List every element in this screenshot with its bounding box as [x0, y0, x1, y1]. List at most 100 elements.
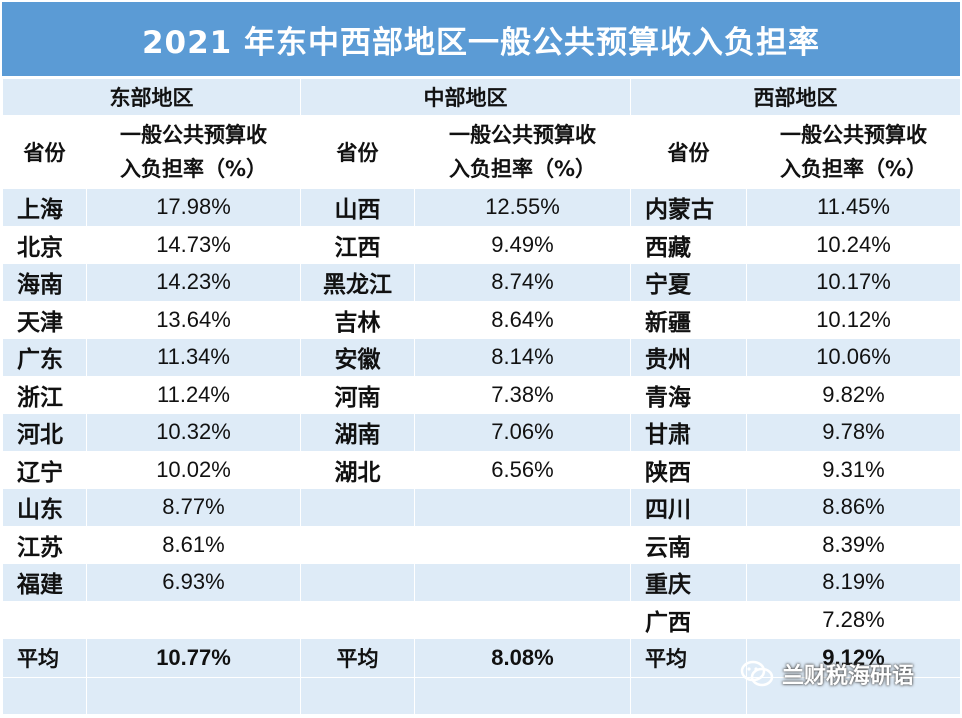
west-province-cell: 宁夏 — [630, 263, 747, 302]
central-province-cell — [300, 488, 415, 527]
table-row: 江苏 8.61% 云南 8.39% — [2, 525, 961, 564]
metric-header-line2: 入负担率（%） — [448, 157, 597, 181]
west-rate-cell: 9.31% — [746, 450, 961, 489]
east-province-cell: 辽宁 — [2, 450, 87, 489]
west-province-cell: 甘肃 — [630, 413, 747, 452]
empty-cell — [300, 677, 415, 715]
east-average-label: 平均 — [2, 638, 87, 678]
east-province-cell: 上海 — [2, 188, 87, 227]
east-rate-cell: 8.61% — [86, 525, 301, 564]
table-row: 河北 10.32% 湖南 7.06% 甘肃 9.78% — [2, 413, 961, 452]
region-central-header: 中部地区 — [300, 78, 631, 116]
central-province-cell: 黑龙江 — [300, 263, 415, 302]
east-province-cell: 广东 — [2, 338, 87, 377]
metric-header-line1: 一般公共预算收 — [780, 123, 927, 147]
table-row: 上海 17.98% 山西 12.55% 内蒙古 11.45% — [2, 188, 961, 227]
east-province-cell: 山东 — [2, 488, 87, 527]
east-rate-cell: 14.23% — [86, 263, 301, 302]
west-province-header: 省份 — [630, 115, 747, 189]
central-rate-cell: 7.06% — [414, 413, 631, 452]
west-rate-cell: 8.19% — [746, 563, 961, 602]
central-province-cell — [300, 600, 415, 639]
table-row: 北京 14.73% 江西 9.49% 西藏 10.24% — [2, 225, 961, 264]
central-rate-cell: 9.49% — [414, 225, 631, 264]
metric-header-line2: 入负担率（%） — [779, 157, 928, 181]
east-province-header: 省份 — [2, 115, 87, 189]
wechat-icon — [740, 660, 774, 687]
west-province-cell: 云南 — [630, 525, 747, 564]
empty-row — [2, 677, 961, 715]
watermark: 兰财税海研语 — [740, 654, 914, 694]
central-rate-cell: 7.38% — [414, 375, 631, 414]
table-title: 2021 年东中西部地区一般公共预算收入负担率 — [2, 2, 960, 76]
metric-header-line1: 一般公共预算收 — [449, 123, 596, 147]
east-rate-cell: 13.64% — [86, 300, 301, 339]
region-west-header: 西部地区 — [630, 78, 961, 116]
empty-cell — [86, 677, 301, 715]
west-rate-cell: 11.45% — [746, 188, 961, 227]
west-rate-cell: 7.28% — [746, 600, 961, 639]
central-province-cell: 山西 — [300, 188, 415, 227]
east-rate-cell: 10.02% — [86, 450, 301, 489]
west-average-label: 平均 — [630, 638, 747, 678]
watermark-text: 兰财税海研语 — [782, 664, 915, 689]
central-province-cell: 江西 — [300, 225, 415, 264]
west-province-cell: 广西 — [630, 600, 747, 639]
central-province-cell: 安徽 — [300, 338, 415, 377]
table-row: 福建 6.93% 重庆 8.19% — [2, 563, 961, 602]
budget-burden-table: 东部地区 中部地区 西部地区 省份 一般公共预算收 入负担率（%） 省份 一般公共… — [2, 78, 961, 715]
table-row: 广东 11.34% 安徽 8.14% 贵州 10.06% — [2, 338, 961, 377]
region-east-header: 东部地区 — [2, 78, 301, 116]
central-rate-cell: 8.74% — [414, 263, 631, 302]
empty-cell — [630, 677, 747, 715]
central-province-cell — [300, 563, 415, 602]
west-rate-cell: 9.78% — [746, 413, 961, 452]
central-rate-cell: 6.56% — [414, 450, 631, 489]
empty-cell — [2, 677, 87, 715]
central-province-cell: 湖南 — [300, 413, 415, 452]
region-header-row: 东部地区 中部地区 西部地区 — [2, 78, 961, 116]
east-province-cell: 河北 — [2, 413, 87, 452]
west-metric-header: 一般公共预算收 入负担率（%） — [746, 115, 961, 189]
central-rate-cell: 12.55% — [414, 188, 631, 227]
table-row: 广西 7.28% — [2, 600, 961, 639]
central-province-cell: 湖北 — [300, 450, 415, 489]
central-rate-cell: 8.64% — [414, 300, 631, 339]
table-row: 浙江 11.24% 河南 7.38% 青海 9.82% — [2, 375, 961, 414]
west-rate-cell: 8.39% — [746, 525, 961, 564]
east-metric-header: 一般公共预算收 入负担率（%） — [86, 115, 301, 189]
west-rate-cell: 10.06% — [746, 338, 961, 377]
table-body: 东部地区 中部地区 西部地区 省份 一般公共预算收 入负担率（%） 省份 一般公共… — [2, 78, 961, 715]
east-average-value: 10.77% — [86, 638, 301, 678]
west-average-value: 9.12% — [746, 638, 961, 678]
west-province-cell: 重庆 — [630, 563, 747, 602]
empty-cell — [746, 677, 961, 715]
east-province-cell — [2, 600, 87, 639]
east-rate-cell: 11.24% — [86, 375, 301, 414]
east-rate-cell: 14.73% — [86, 225, 301, 264]
table-row: 山东 8.77% 四川 8.86% — [2, 488, 961, 527]
west-rate-cell: 9.82% — [746, 375, 961, 414]
central-rate-cell — [414, 563, 631, 602]
east-province-cell: 海南 — [2, 263, 87, 302]
east-province-cell: 福建 — [2, 563, 87, 602]
west-rate-cell: 10.17% — [746, 263, 961, 302]
east-province-cell: 浙江 — [2, 375, 87, 414]
metric-header-line1: 一般公共预算收 — [120, 123, 267, 147]
west-rate-cell: 8.86% — [746, 488, 961, 527]
table-row: 辽宁 10.02% 湖北 6.56% 陕西 9.31% — [2, 450, 961, 489]
west-province-cell: 四川 — [630, 488, 747, 527]
west-province-cell: 新疆 — [630, 300, 747, 339]
average-row: 平均 10.77% 平均 8.08% 平均 9.12% — [2, 638, 961, 678]
central-province-cell: 吉林 — [300, 300, 415, 339]
west-province-cell: 内蒙古 — [630, 188, 747, 227]
east-province-cell: 天津 — [2, 300, 87, 339]
central-average-value: 8.08% — [414, 638, 631, 678]
central-rate-cell — [414, 488, 631, 527]
table-row: 海南 14.23% 黑龙江 8.74% 宁夏 10.17% — [2, 263, 961, 302]
central-province-cell — [300, 525, 415, 564]
east-rate-cell — [86, 600, 301, 639]
east-province-cell: 江苏 — [2, 525, 87, 564]
central-metric-header: 一般公共预算收 入负担率（%） — [414, 115, 631, 189]
column-header-row: 省份 一般公共预算收 入负担率（%） 省份 一般公共预算收 入负担率（%） 省份 一… — [2, 115, 961, 189]
